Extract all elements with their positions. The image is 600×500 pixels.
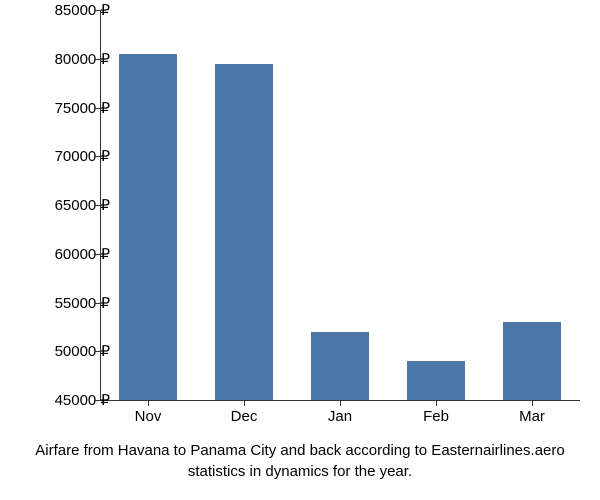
y-axis-tick	[94, 108, 100, 109]
y-axis-tick-label: 50000 ₽	[55, 342, 110, 360]
y-axis-tick-label: 65000 ₽	[55, 196, 110, 214]
x-axis-tick	[148, 400, 149, 406]
bar	[119, 54, 177, 400]
y-axis-tick	[94, 59, 100, 60]
x-axis-tick	[532, 400, 533, 406]
airfare-bar-chart: 45000 ₽ 50000 ₽ 55000 ₽ 60000 ₽ 65000 ₽ 70000…	[0, 0, 600, 500]
plot-area	[100, 10, 580, 400]
y-axis-tick-label: 85000 ₽	[55, 1, 110, 19]
x-axis-tick-label: Dec	[231, 408, 258, 425]
y-axis-tick-label: 70000 ₽	[55, 147, 110, 165]
y-axis-tick	[94, 10, 100, 11]
x-axis-tick	[436, 400, 437, 406]
bar	[311, 332, 369, 400]
y-axis-tick-label: 80000 ₽	[55, 50, 110, 68]
y-axis-tick	[94, 156, 100, 157]
y-axis-tick	[94, 400, 100, 401]
y-axis-tick-label: 45000 ₽	[55, 391, 110, 409]
x-axis-tick-label: Jan	[328, 408, 352, 425]
bar	[215, 64, 273, 400]
y-axis-tick-label: 75000 ₽	[55, 99, 110, 117]
x-axis-tick	[244, 400, 245, 406]
y-axis-tick	[94, 303, 100, 304]
x-axis-tick-label: Feb	[423, 408, 449, 425]
y-axis-tick-label: 55000 ₽	[55, 294, 110, 312]
x-axis-tick	[340, 400, 341, 406]
y-axis-tick	[94, 351, 100, 352]
bar	[503, 322, 561, 400]
x-axis-tick-label: Mar	[519, 408, 545, 425]
x-axis-tick-label: Nov	[135, 408, 162, 425]
chart-caption: Airfare from Havana to Panama City and b…	[20, 440, 580, 482]
y-axis-tick	[94, 254, 100, 255]
bar	[407, 361, 465, 400]
y-axis-tick-label: 60000 ₽	[55, 245, 110, 263]
y-axis-tick	[94, 205, 100, 206]
